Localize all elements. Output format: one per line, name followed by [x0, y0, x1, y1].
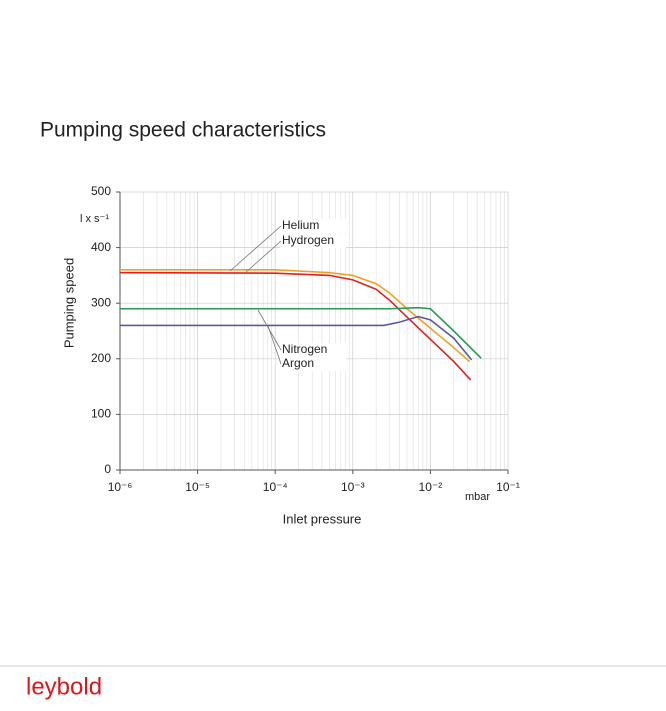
series-label: Argon: [282, 356, 314, 370]
x-tick-label: 10⁻²: [419, 480, 443, 494]
leader-line: [229, 225, 282, 272]
y-tick-label: 100: [91, 407, 111, 421]
series-label: Nitrogen: [282, 342, 327, 356]
chart-title: Pumping speed characteristics: [40, 119, 326, 142]
series-label: Hydrogen: [282, 233, 334, 247]
x-tick-label: 10⁻⁴: [263, 480, 288, 494]
leader-line: [244, 240, 282, 274]
x-axis-label: Inlet pressure: [283, 511, 362, 526]
y-tick-label: 500: [91, 184, 111, 198]
brand-logo: leybold: [26, 673, 102, 700]
label-bg: [280, 219, 346, 233]
series-line: [120, 315, 473, 361]
y-tick-label: 200: [91, 351, 111, 365]
y-tick-label: 400: [91, 240, 111, 254]
x-tick-label: 10⁻¹: [496, 480, 520, 494]
y-axis-label: Pumping speed: [61, 258, 76, 348]
y-tick-label: 0: [104, 462, 111, 476]
label-bg: [280, 343, 346, 357]
series-line: [119, 271, 472, 381]
y-unit: l x s⁻¹: [80, 213, 109, 225]
label-bg: [280, 234, 346, 248]
y-tick-label: 300: [91, 295, 111, 309]
label-bg: [280, 357, 346, 371]
series-line: [120, 306, 482, 359]
series-line: [120, 269, 471, 363]
series-label: Helium: [282, 218, 319, 232]
x-tick-label: 10⁻⁵: [185, 480, 210, 494]
x-tick-label: 10⁻³: [341, 480, 365, 494]
leader-line: [267, 325, 282, 365]
x-unit: mbar: [465, 491, 490, 503]
x-tick-label: 10⁻⁶: [108, 480, 133, 494]
